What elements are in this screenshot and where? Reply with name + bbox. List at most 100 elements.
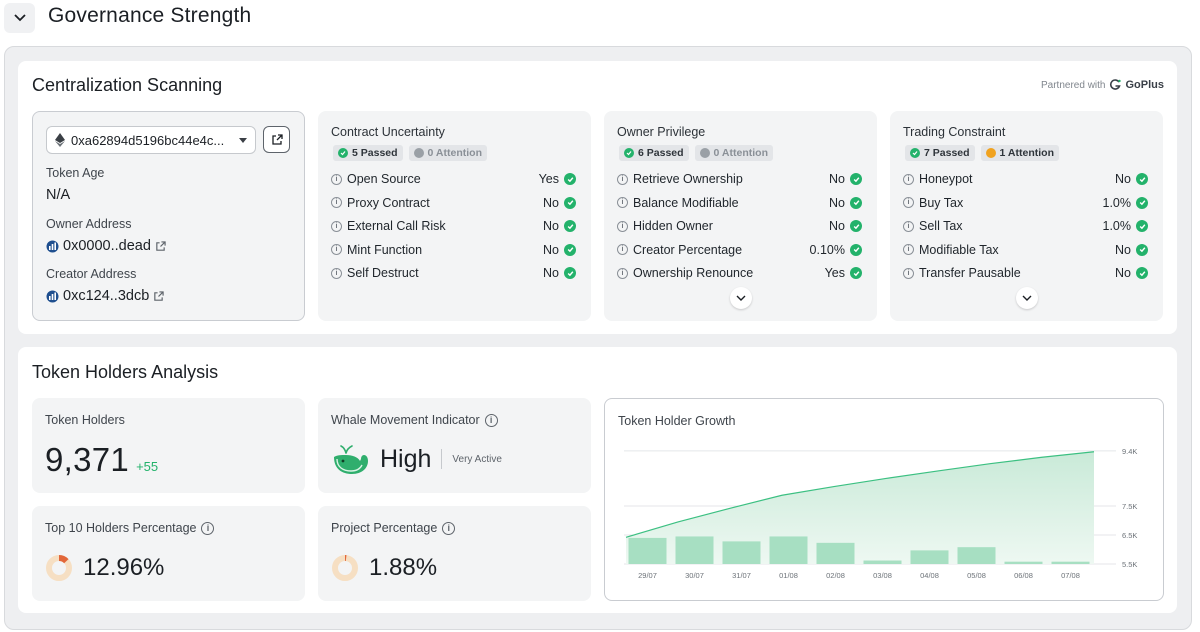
holder-bar[interactable] [1004,561,1043,564]
check-circle-icon [850,196,862,209]
creator-address-value[interactable]: 0xc124..3dcb [63,288,150,304]
block-explorer-icon [46,290,59,302]
security-panel-owner-privilege: Owner Privilege 6 Passed 0 Attention i Re… [604,111,877,321]
creator-address-row: 0xc124..3dcb [46,288,164,304]
check-list: i Open Source Yes i Proxy Contract No i Externa… [331,172,576,281]
check-list: i Retrieve Ownership No i Balance Modifiable… [617,172,862,281]
check-row: i External Call Risk No [331,219,576,234]
check-row: i Creator Percentage 0.10% [617,243,862,258]
x-tick-label: 02/08 [826,571,845,580]
holder-bar[interactable] [722,541,761,564]
info-icon[interactable]: i [331,267,342,279]
x-tick-label: 03/08 [873,571,892,580]
x-tick-label: 01/08 [779,571,798,580]
check-circle-icon [564,173,576,186]
project-label-row: Project Percentage i [331,521,456,535]
info-icon[interactable]: i [617,220,628,232]
project-donut [332,555,358,581]
check-row: i Hidden Owner No [617,219,862,234]
x-tick-label: 05/08 [967,571,986,580]
info-icon[interactable]: i [442,521,456,535]
project-panel [318,506,591,601]
holder-bar[interactable] [910,550,949,564]
holders-title: Token Holders Analysis [32,362,219,382]
token-holders-panel [32,398,305,493]
check-circle-icon [1136,173,1148,186]
info-icon[interactable]: i [331,220,342,232]
info-icon[interactable]: i [903,267,914,279]
info-icon[interactable]: i [331,197,342,209]
holder-bar[interactable] [675,536,714,564]
holder-bar[interactable] [1051,561,1090,564]
whale-panel [318,398,591,493]
check-value: 1.0% [1102,219,1132,234]
ethereum-icon [55,133,65,147]
check-circle-icon [850,173,862,186]
token-holders-value: 9,371 [45,441,130,478]
info-icon[interactable]: i [201,521,215,535]
alert-circle-icon [413,148,424,158]
external-link-icon[interactable] [155,240,166,252]
check-row: i Transfer Pausable No [903,266,1148,281]
info-icon[interactable]: i [617,244,628,256]
info-icon[interactable]: i [903,244,914,256]
open-explorer-button[interactable] [263,126,290,153]
project-metric: 1.88% [331,554,437,582]
token-holders-delta: +55 [136,459,159,474]
info-icon[interactable]: i [903,173,914,185]
x-tick-label: 29/07 [638,571,657,580]
x-tick-label: 07/08 [1061,571,1080,580]
top10-label-row: Top 10 Holders Percentage i [45,521,215,535]
holder-bar[interactable] [628,537,667,564]
contract-address-value: 0xa62894d5196bc44e4c... [71,132,225,148]
check-name: Creator Percentage [633,242,743,257]
check-circle-icon [564,220,576,233]
panel-badges: 7 Passed 1 Attention [905,145,1059,161]
info-icon[interactable]: i [331,173,342,185]
y-tick-label: 6.5K [1122,531,1137,540]
info-icon[interactable]: i [617,197,628,209]
info-icon[interactable]: i [903,197,914,209]
info-icon[interactable]: i [617,267,628,279]
top10-value: 12.96% [83,554,165,581]
passed-badge: 5 Passed [333,145,403,161]
expand-panel-button[interactable] [729,287,752,309]
info-icon[interactable]: i [903,220,914,232]
chevron-down-icon [736,295,745,301]
panel-title: Contract Uncertainty [331,125,445,139]
check-circle-icon [850,267,862,280]
check-value: No [543,219,559,234]
check-name: Buy Tax [919,195,964,210]
holder-bar[interactable] [957,547,996,564]
whale-label-row: Whale Movement Indicator i [331,413,498,427]
info-icon[interactable]: i [617,173,628,185]
holder-growth-line [625,451,1095,538]
check-name: Proxy Contract [347,195,430,210]
check-circle-icon [624,148,634,158]
info-icon[interactable]: i [484,413,498,427]
info-icon[interactable]: i [331,244,342,256]
external-link-icon[interactable] [153,290,164,302]
passed-badge: 6 Passed [619,145,689,161]
token-age-label: Token Age [46,166,105,180]
holder-bar[interactable] [863,560,902,564]
holder-bar[interactable] [816,542,855,564]
holder-bar[interactable] [769,536,808,564]
check-name: Modifiable Tax [919,242,999,257]
whale-label: Whale Movement Indicator [331,413,480,427]
security-panel-trading-constraint: Trading Constraint 7 Passed 1 Attention … [890,111,1163,321]
check-value: No [1115,266,1131,281]
expand-panel-button[interactable] [1015,287,1038,309]
alert-circle-icon [699,148,710,158]
check-value: No [829,219,845,234]
check-row: i Ownership Renounce Yes [617,266,862,281]
check-circle-icon [1136,220,1148,233]
owner-address-value[interactable]: 0x0000..dead [63,238,151,254]
contract-address-select[interactable]: 0xa62894d5196bc44e4c... [46,126,256,154]
collapse-toggle-button[interactable] [4,3,35,33]
chevron-down-icon [1022,295,1031,301]
check-circle-icon [1136,196,1148,209]
check-value: No [543,242,559,257]
page-title: Governance Strength [48,4,252,27]
whale-metric: High Very Active [332,443,502,475]
